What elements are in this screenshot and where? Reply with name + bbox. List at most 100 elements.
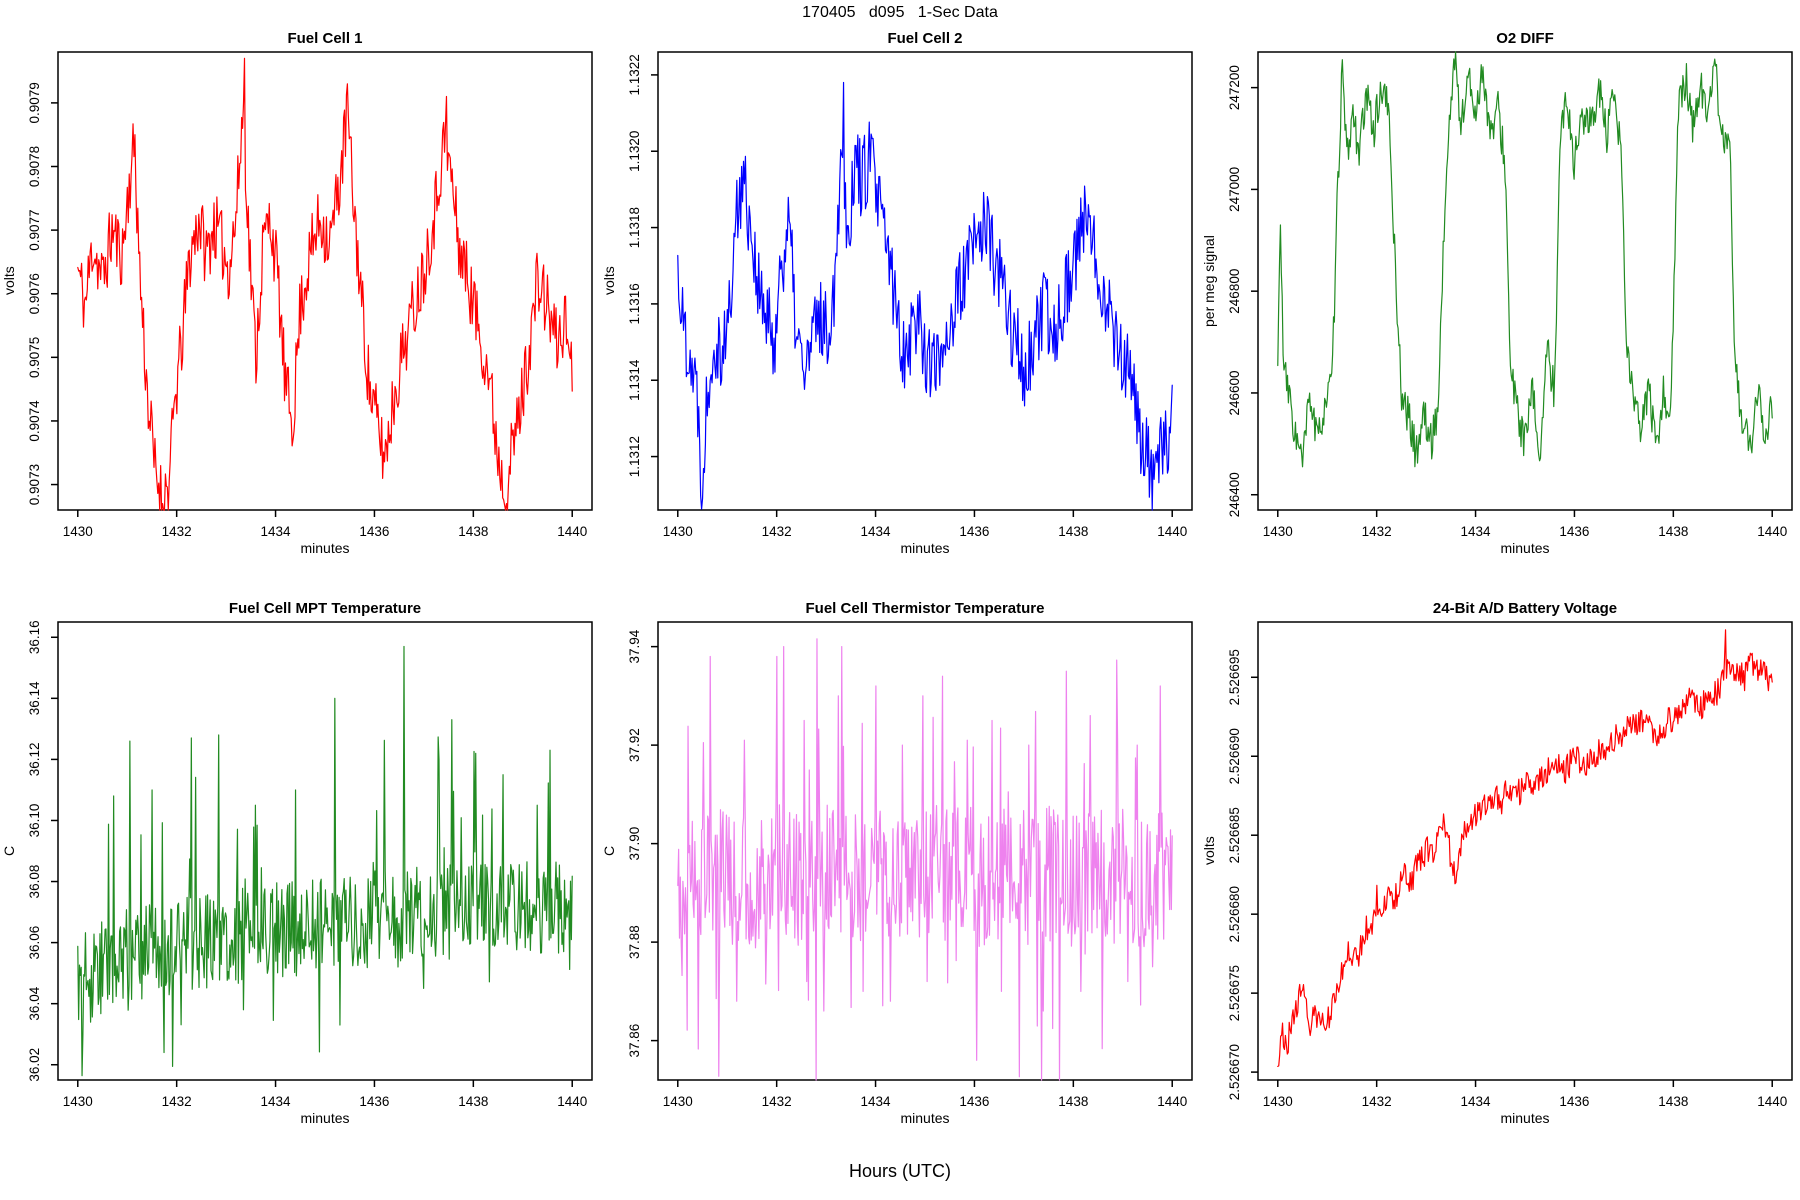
- y-tick-label: 0.9078: [27, 146, 42, 187]
- y-axis-label: volts: [601, 266, 617, 296]
- data-line: [1277, 629, 1773, 1067]
- y-tick-label: 1.1312: [627, 436, 642, 477]
- y-tick-label: 2.526680: [1227, 886, 1242, 942]
- panel-title: Fuel Cell 2: [887, 30, 963, 47]
- y-tick-label: 1.1322: [627, 54, 642, 95]
- x-tick-label: 1440: [1757, 1094, 1787, 1109]
- y-tick-label: 36.06: [27, 926, 42, 960]
- x-tick-label: 1430: [63, 1094, 93, 1109]
- y-tick-label: 1.1318: [627, 207, 642, 248]
- x-axis-label: minutes: [900, 540, 950, 556]
- y-tick-label: 0.9076: [27, 273, 42, 314]
- y-tick-label: 1.1314: [627, 359, 642, 401]
- x-axis-label: minutes: [1500, 1110, 1550, 1126]
- figure-title: 170405 d095 1-Sec Data: [802, 4, 998, 21]
- y-axis-label: per meg signal: [1201, 235, 1217, 327]
- x-tick-label: 1430: [1263, 1094, 1293, 1109]
- battery-voltage-chart: 1430 1432 1434 1436 1438 1440 2.526670 2.526675…: [1227, 621, 1793, 1109]
- y-tick-label: 37.90: [627, 827, 642, 861]
- x-tick-label: 1440: [557, 524, 587, 539]
- x-tick-label: 1434: [261, 524, 292, 539]
- y-axis-label: C: [1, 845, 17, 857]
- y-tick-label: 246800: [1227, 269, 1242, 314]
- x-tick-label: 1434: [861, 1094, 892, 1109]
- plot-box: [657, 51, 1193, 511]
- plot-box: [57, 621, 593, 1081]
- y-tick-label: 0.9075: [27, 337, 42, 378]
- y-tick-label: 1.1320: [627, 131, 642, 172]
- panel-title: Fuel Cell MPT Temperature: [228, 600, 422, 617]
- y-tick-label: 2.526670: [1227, 1044, 1242, 1100]
- panel-fuel-cell-2: Fuel Cell 2 1430 1432 1434 1436 1438 1440 1.13…: [600, 26, 1200, 596]
- x-axis-label: minutes: [1500, 540, 1550, 556]
- y-tick-label: 36.04: [27, 986, 42, 1020]
- x-tick-label: 1432: [162, 524, 192, 539]
- y-tick-label: 2.526695: [1227, 649, 1242, 705]
- panel-title: O2 DIFF: [1496, 30, 1554, 47]
- panel-title: Fuel Cell Thermistor Temperature: [805, 600, 1045, 617]
- y-tick-label: 2.526675: [1227, 965, 1242, 1021]
- y-tick-label: 0.9073: [27, 464, 42, 505]
- y-tick-label: 36.02: [27, 1048, 42, 1082]
- x-tick-label: 1432: [762, 1094, 792, 1109]
- x-tick-label: 1434: [1461, 1094, 1492, 1109]
- x-tick-label: 1432: [162, 1094, 192, 1109]
- data-line: [677, 638, 1173, 1081]
- x-tick-label: 1438: [1058, 524, 1088, 539]
- data-line: [77, 645, 573, 1077]
- y-tick-label: 247200: [1227, 65, 1242, 110]
- y-tick-label: 0.9074: [27, 400, 42, 442]
- x-tick-label: 1438: [1658, 524, 1688, 539]
- data-line: [77, 57, 573, 511]
- y-tick-label: 37.88: [627, 925, 642, 959]
- y-tick-label: 36.12: [27, 743, 42, 777]
- fuel-cell-1-chart: 1430 1432 1434 1436 1438 1440 0.9073 0.9074 0.90…: [27, 51, 593, 539]
- y-tick-label: 2.526690: [1227, 728, 1242, 784]
- x-tick-label: 1440: [1757, 524, 1787, 539]
- data-line: [677, 81, 1173, 511]
- x-tick-label: 1438: [458, 1094, 488, 1109]
- x-tick-label: 1436: [959, 524, 989, 539]
- figure-x-axis-label: Hours (UTC): [849, 1161, 951, 1181]
- y-axis-label: volts: [1201, 836, 1217, 866]
- x-tick-label: 1434: [261, 1094, 292, 1109]
- x-tick-label: 1440: [1157, 524, 1187, 539]
- x-tick-label: 1436: [359, 524, 389, 539]
- plot-box: [57, 51, 593, 511]
- x-axis-label: minutes: [300, 540, 350, 556]
- panel-thermistor-temperature: Fuel Cell Thermistor Temperature 1430 143…: [600, 596, 1200, 1166]
- y-tick-label: 246400: [1227, 472, 1242, 517]
- y-tick-label: 0.9079: [27, 82, 42, 123]
- x-tick-label: 1438: [1658, 1094, 1688, 1109]
- fuel-cell-2-chart: 1430 1432 1434 1436 1438 1440 1.1312 1.1314 1.13…: [627, 51, 1193, 539]
- x-tick-label: 1430: [63, 524, 93, 539]
- x-tick-label: 1434: [861, 524, 892, 539]
- y-tick-label: 0.9077: [27, 209, 42, 250]
- plot-box: [657, 621, 1193, 1081]
- x-tick-label: 1432: [762, 524, 792, 539]
- x-tick-label: 1436: [1559, 524, 1589, 539]
- x-tick-label: 1440: [1157, 1094, 1187, 1109]
- y-tick-label: 36.08: [27, 865, 42, 899]
- thermistor-temperature-chart: 1430 1432 1434 1436 1438 1440 37.86 37.88 37.90 3…: [627, 621, 1193, 1109]
- y-tick-label: 36.16: [27, 620, 42, 654]
- panel-o2-diff: O2 DIFF 1430 1432 1434 1436 1438 1440 246400 24…: [1200, 26, 1800, 596]
- y-tick-label: 2.526685: [1227, 807, 1242, 863]
- x-tick-label: 1436: [959, 1094, 989, 1109]
- x-axis-label: minutes: [300, 1110, 350, 1126]
- o2-diff-chart: 1430 1432 1434 1436 1438 1440 246400 246600 2468…: [1227, 51, 1793, 539]
- plot-box: [1257, 621, 1793, 1081]
- x-tick-label: 1432: [1362, 1094, 1392, 1109]
- x-tick-label: 1436: [1559, 1094, 1589, 1109]
- y-tick-label: 36.10: [27, 804, 42, 838]
- data-line: [1277, 51, 1773, 468]
- y-tick-label: 37.94: [627, 629, 642, 663]
- x-tick-label: 1434: [1461, 524, 1492, 539]
- x-tick-label: 1438: [1058, 1094, 1088, 1109]
- y-tick-label: 246600: [1227, 370, 1242, 415]
- panel-title: 24-Bit A/D Battery Voltage: [1432, 600, 1618, 617]
- mpt-temperature-chart: 1430 1432 1434 1436 1438 1440 36.02 36.04 36.06 3…: [27, 620, 593, 1109]
- x-tick-label: 1432: [1362, 524, 1392, 539]
- plot-box: [1257, 51, 1793, 511]
- x-tick-label: 1438: [458, 524, 488, 539]
